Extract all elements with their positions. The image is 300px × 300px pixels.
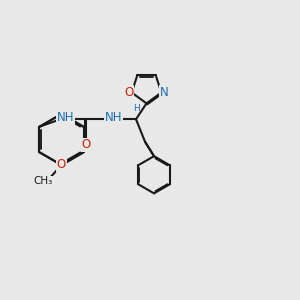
Text: NH: NH [57, 111, 75, 124]
Text: O: O [125, 86, 134, 99]
Text: O: O [57, 158, 66, 172]
Text: CH₃: CH₃ [33, 176, 52, 187]
Text: N: N [159, 86, 168, 99]
Text: O: O [81, 138, 91, 151]
Text: H: H [133, 104, 140, 112]
Text: NH: NH [105, 111, 122, 124]
